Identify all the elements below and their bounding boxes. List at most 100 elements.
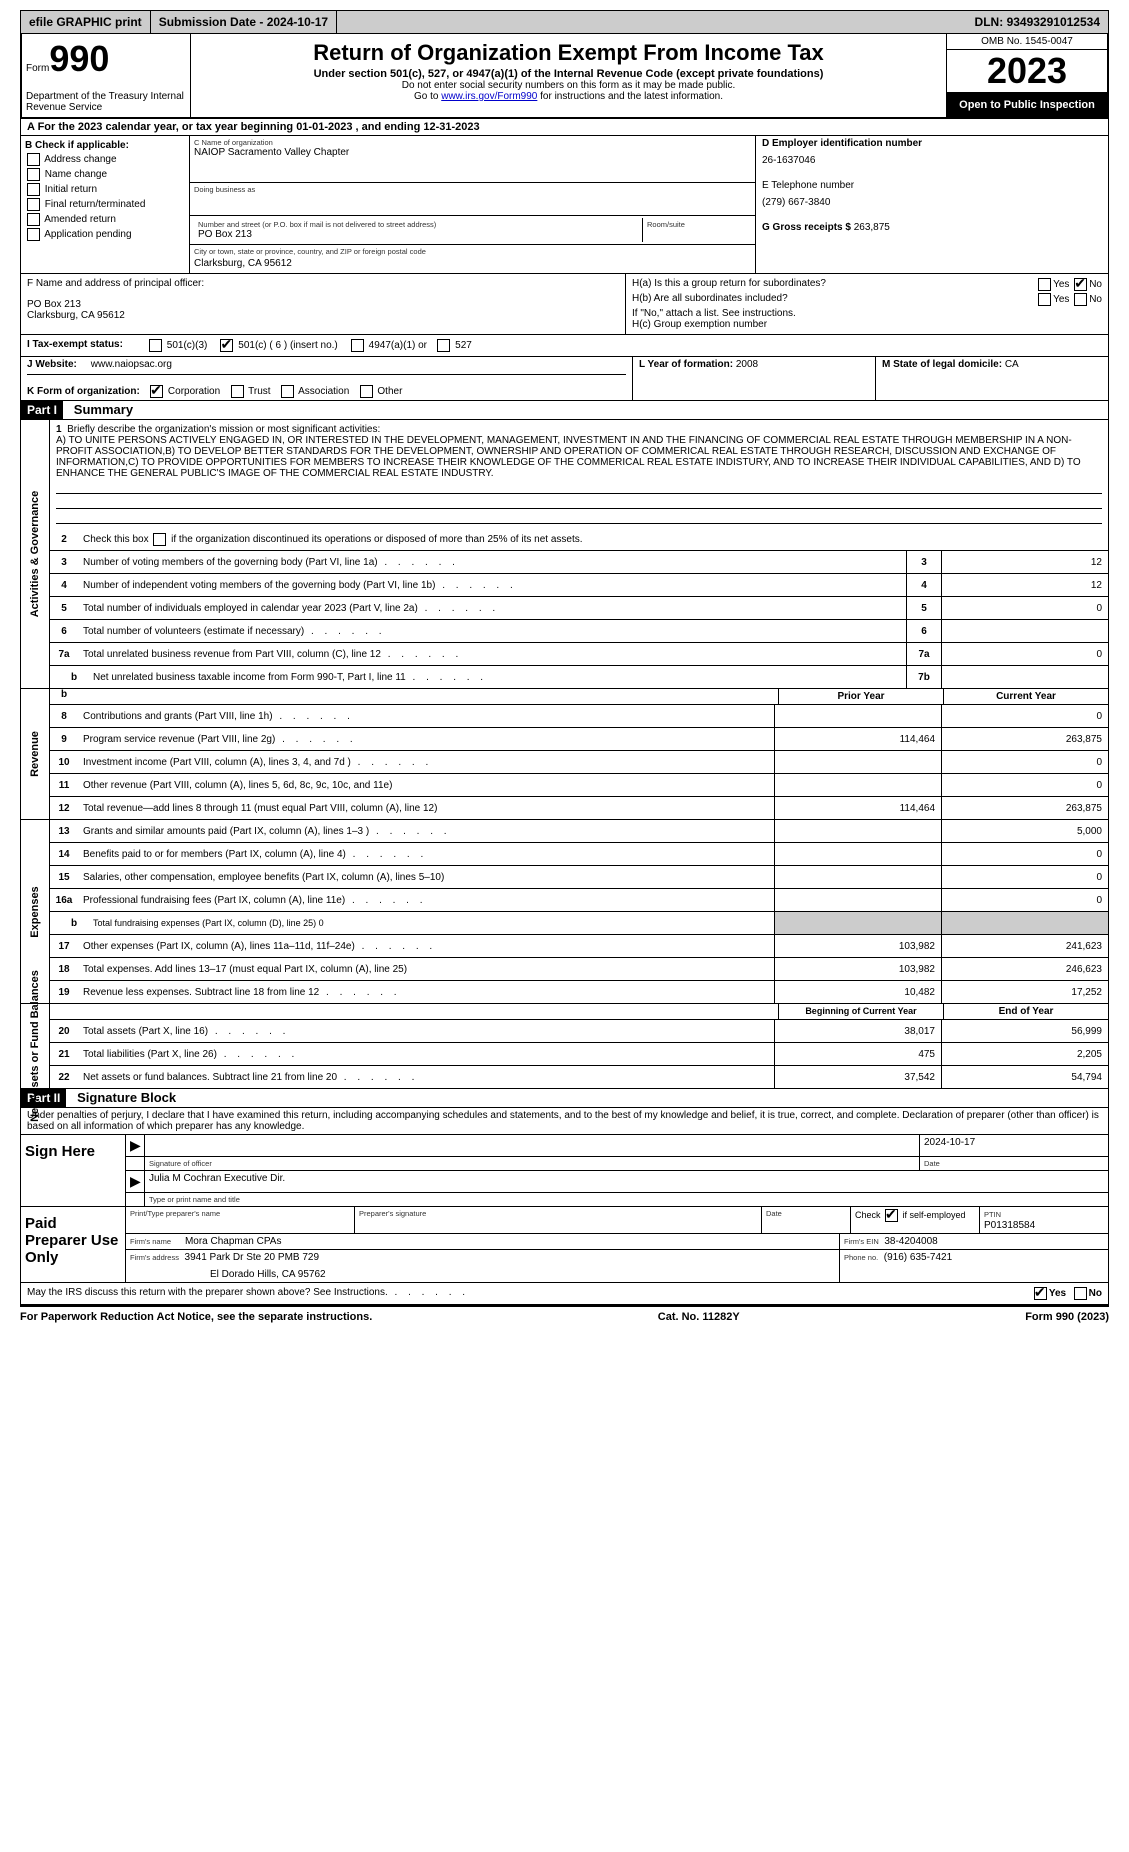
street-label: Number and street (or P.O. box if mail i… [198, 220, 638, 229]
line-10: 10 Investment income (Part VIII, column … [50, 751, 1108, 774]
hb-note: If "No," attach a list. See instructions… [632, 308, 1102, 319]
column-b: B Check if applicable: Address change Na… [21, 136, 190, 273]
dln: DLN: 93493291012534 [967, 11, 1108, 33]
declaration: Under penalties of perjury, I declare th… [20, 1108, 1109, 1135]
line-16a: 16a Professional fundraising fees (Part … [50, 889, 1108, 912]
status-501c3[interactable]: 501(c)(3) [167, 340, 208, 351]
status-501c[interactable]: 501(c) ( 6 ) (insert no.) [238, 340, 337, 351]
line-3: 3 Number of voting members of the govern… [50, 551, 1108, 574]
line-12: 12 Total revenue—add lines 8 through 11 … [50, 797, 1108, 819]
title-block: Form990 Department of the Treasury Inter… [20, 34, 1109, 119]
officer-block: F Name and address of principal officer:… [21, 274, 626, 334]
firm-ein: Firm's EIN 38-4204008 [840, 1234, 1108, 1249]
prep-date-label: Date [762, 1207, 851, 1233]
amended-return[interactable]: Amended return [25, 213, 185, 226]
final-return[interactable]: Final return/terminated [25, 198, 185, 211]
ein: 26-1637046 [762, 155, 1102, 166]
section-bcd: B Check if applicable: Address change Na… [20, 136, 1109, 274]
line-7a: 7a Total unrelated business revenue from… [50, 643, 1108, 666]
ha-answer: Yes No [1036, 278, 1102, 291]
line-5: 5 Total number of individuals employed i… [50, 597, 1108, 620]
tel: (279) 667-3840 [762, 197, 1102, 208]
status-4947[interactable]: 4947(a)(1) or [369, 340, 427, 351]
website-label: J Website: [27, 359, 77, 370]
korg-label: K Form of organization: [27, 386, 140, 397]
preparer-name-label: Print/Type preparer's name [126, 1207, 355, 1233]
korg-trust[interactable]: Trust [248, 386, 270, 397]
title-right: OMB No. 1545-0047 2023 Open to Public In… [947, 34, 1107, 117]
line-17: 17 Other expenses (Part IX, column (A), … [50, 935, 1108, 958]
column-c: C Name of organization NAIOP Sacramento … [190, 136, 755, 273]
sign-here-label: Sign Here [21, 1135, 126, 1206]
irs-link[interactable]: www.irs.gov/Form990 [441, 91, 537, 102]
line-11: 11 Other revenue (Part VIII, column (A),… [50, 774, 1108, 797]
line-20: 20 Total assets (Part X, line 16) 38,017… [50, 1020, 1108, 1043]
exp-section: Expenses 13 Grants and similar amounts p… [20, 820, 1109, 1004]
firm-phone: Phone no. (916) 635-7421 [840, 1250, 1108, 1282]
net-section: Net Assets or Fund Balances Beginning of… [20, 1004, 1109, 1089]
status-527[interactable]: 527 [455, 340, 472, 351]
officer-addr2: Clarksburg, CA 95612 [27, 310, 619, 321]
initial-return[interactable]: Initial return [25, 183, 185, 196]
part1-title: Summary [74, 402, 133, 417]
mission-text: A) TO UNITE PERSONS ACTIVELY ENGAGED IN,… [56, 435, 1081, 479]
title-main: Return of Organization Exempt From Incom… [191, 34, 947, 117]
preparer-sig-label: Preparer's signature [355, 1207, 762, 1233]
column-d: D Employer identification number 26-1637… [755, 136, 1108, 273]
website-val: www.naiopsac.org [91, 359, 172, 370]
submission-date: Submission Date - 2024-10-17 [151, 11, 337, 33]
korg-corp[interactable]: Corporation [168, 386, 220, 397]
line-8: 8 Contributions and grants (Part VIII, l… [50, 705, 1108, 728]
line-9: 9 Program service revenue (Part VIII, li… [50, 728, 1108, 751]
ein-label: D Employer identification number [762, 138, 1102, 149]
org-name-label: C Name of organization [194, 138, 751, 147]
gov-section: Activities & Governance 1 Briefly descri… [20, 420, 1109, 689]
line-7b: b Net unrelated business taxable income … [50, 666, 1108, 688]
korg-assoc[interactable]: Association [298, 386, 349, 397]
form-number: 990 [49, 38, 109, 79]
name-change[interactable]: Name change [25, 168, 185, 181]
app-pending[interactable]: Application pending [25, 228, 185, 241]
line-13: 13 Grants and similar amounts paid (Part… [50, 820, 1108, 843]
line-18: 18 Total expenses. Add lines 13–17 (must… [50, 958, 1108, 981]
rev-header: b Prior Year Current Year [50, 689, 1108, 705]
gross-receipts: G Gross receipts $ 263,875 [762, 222, 1102, 233]
tax-year: 2023 [947, 50, 1107, 93]
hb-label: H(b) Are all subordinates included? [632, 293, 788, 304]
net-label: Net Assets or Fund Balances [21, 1004, 50, 1088]
line-4: 4 Number of independent voting members o… [50, 574, 1108, 597]
form-label-box: Form990 Department of the Treasury Inter… [22, 34, 191, 117]
korg-other[interactable]: Other [377, 386, 402, 397]
form-word: Form [26, 63, 49, 74]
rev-section: Revenue b Prior Year Current Year 8 Cont… [20, 689, 1109, 820]
part2-title: Signature Block [77, 1090, 176, 1105]
street: PO Box 213 [198, 229, 638, 240]
ptin: PTINP01318584 [980, 1207, 1108, 1233]
line-2: 2 Check this box if the organization dis… [50, 528, 1108, 551]
city: Clarksburg, CA 95612 [190, 258, 755, 273]
line-19: 19 Revenue less expenses. Subtract line … [50, 981, 1108, 1003]
addr-change[interactable]: Address change [25, 153, 185, 166]
officer-label: F Name and address of principal officer: [27, 278, 619, 289]
form-title: Return of Organization Exempt From Incom… [195, 40, 942, 66]
part1-header: Part I Summary [20, 401, 1109, 420]
discuss-answer: Yes No [1032, 1287, 1102, 1300]
m-box: M State of legal domicile: CA [875, 357, 1108, 400]
sign-here-block: Sign Here ▶ 2024-10-17 Signature of offi… [20, 1135, 1109, 1207]
form-subtitle: Under section 501(c), 527, or 4947(a)(1)… [195, 68, 942, 80]
room-label: Room/suite [647, 220, 747, 229]
rev-label: Revenue [21, 689, 50, 819]
footer: For Paperwork Reduction Act Notice, see … [20, 1305, 1109, 1327]
hc-label: H(c) Group exemption number [632, 319, 1102, 330]
part2-tag: Part II [21, 1089, 66, 1107]
line-22: 22 Net assets or fund balances. Subtract… [50, 1066, 1108, 1088]
sign-date-label: Date [920, 1157, 1108, 1170]
tax-year-line: A For the 2023 calendar year, or tax yea… [20, 119, 1109, 136]
line-15: 15 Salaries, other compensation, employe… [50, 866, 1108, 889]
footer-left: For Paperwork Reduction Act Notice, see … [20, 1311, 372, 1323]
line-14: 14 Benefits paid to or for members (Part… [50, 843, 1108, 866]
officer-addr1: PO Box 213 [27, 299, 619, 310]
footer-right: Form 990 (2023) [1025, 1311, 1109, 1323]
officer-name-title: Julia M Cochran Executive Dir. [145, 1171, 1108, 1192]
paid-preparer-label: Paid Preparer Use Only [21, 1207, 126, 1282]
